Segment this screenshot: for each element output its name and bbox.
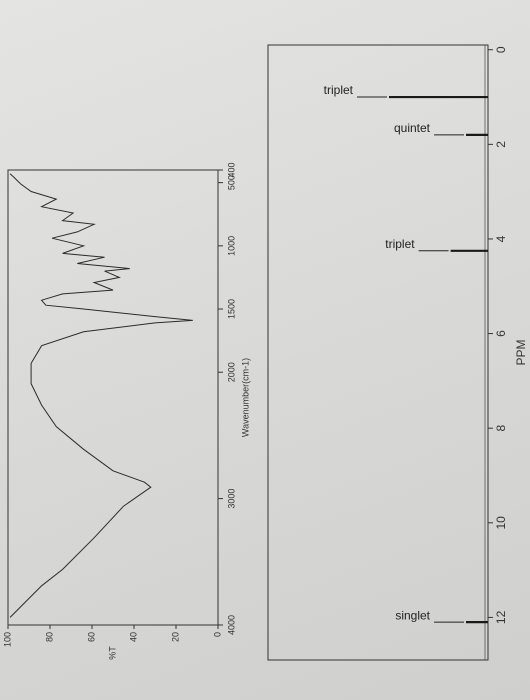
x-tick-label: 4 <box>494 235 508 242</box>
x-tick-label: 12 <box>494 610 508 624</box>
y-tick-label: 80 <box>44 632 54 642</box>
y-tick-label: 20 <box>170 632 180 642</box>
x-tick-label: 0 <box>494 46 508 53</box>
y-tick-label: 40 <box>128 632 138 642</box>
plot-frame <box>267 44 489 661</box>
chart: 40003000200015001000500400020406080100Wa… <box>2 162 250 659</box>
y-tick-label: 60 <box>86 632 96 642</box>
peak-annotation: triplet <box>324 83 354 97</box>
x-tick-label: 3000 <box>226 489 236 509</box>
peak-annotation: triplet <box>385 237 415 251</box>
peak-annotation: singlet <box>395 608 430 622</box>
x-tick-label: 6 <box>494 330 508 337</box>
x-tick-label: 2 <box>494 141 508 148</box>
plot-frame <box>7 169 219 626</box>
x-tick-label: 8 <box>494 425 508 432</box>
peak-annotation: quintet <box>394 121 431 135</box>
y-tick-label: 0 <box>212 632 222 637</box>
x-tick-label: 1000 <box>226 236 236 256</box>
x-tick-label: 2000 <box>226 362 236 382</box>
spectrum-line <box>9 173 193 618</box>
chart: 0 2 4 6 8 10 12 PPM <box>267 44 528 661</box>
x-tick-label: 4000 <box>226 615 236 635</box>
x-tick-label: 1500 <box>226 299 236 319</box>
x-axis-title: Wavenumber(cm-1) <box>240 358 250 437</box>
x-tick-label: 10 <box>494 516 508 530</box>
y-axis-title: %T <box>107 646 117 660</box>
x-tick-label: 400 <box>226 162 236 177</box>
y-tick-label: 100 <box>2 632 12 647</box>
x-axis-title: PPM <box>514 339 528 365</box>
x-tick-label: 500 <box>226 175 236 190</box>
